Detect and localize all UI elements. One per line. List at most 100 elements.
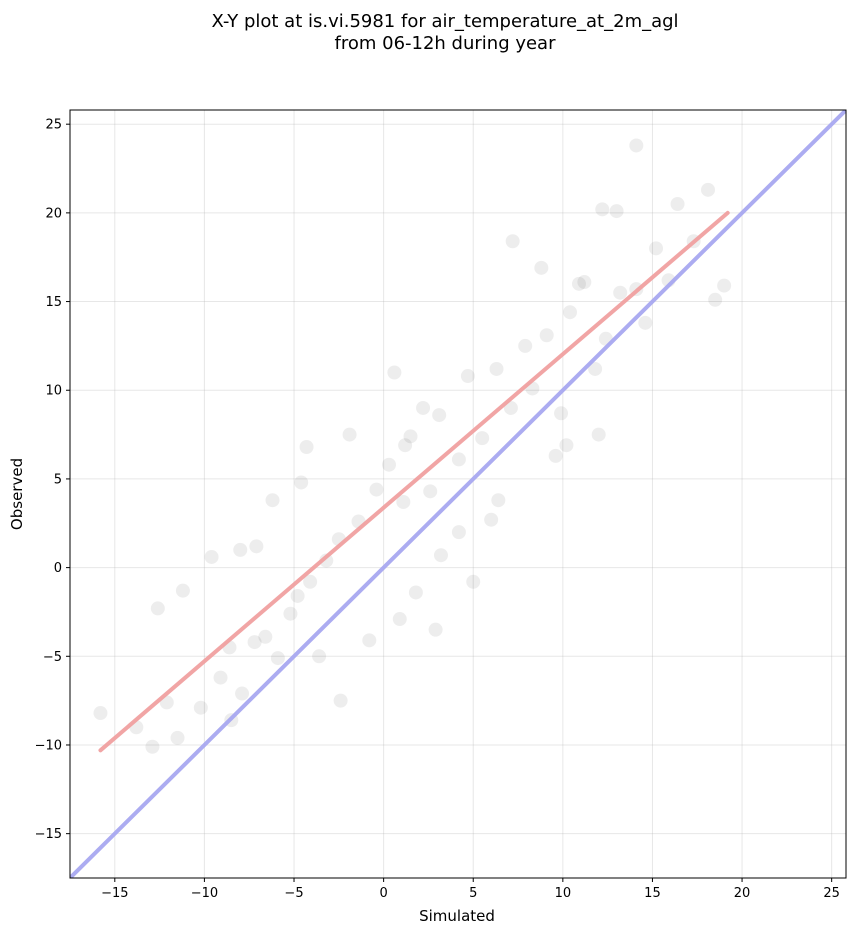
- scatter-point: [204, 549, 219, 564]
- x-tick-label: 10: [555, 886, 572, 901]
- scatter-point: [428, 622, 443, 637]
- y-tick-label: 10: [45, 384, 62, 399]
- x-tick-label: 25: [823, 886, 840, 901]
- scatter-point: [451, 525, 466, 540]
- y-tick-label: −15: [35, 827, 62, 842]
- x-tick-label: −15: [101, 886, 128, 901]
- scatter-point: [503, 400, 518, 415]
- scatter-point: [701, 182, 716, 197]
- scatter-point: [387, 365, 402, 380]
- scatter-point: [649, 241, 664, 256]
- scatter-points: [93, 138, 732, 754]
- scatter-point: [258, 629, 273, 644]
- scatter-point: [312, 649, 327, 664]
- scatter-point: [609, 204, 624, 219]
- scatter-point: [247, 635, 262, 650]
- scatter-point: [595, 202, 610, 217]
- scatter-point: [433, 548, 448, 563]
- reference-lines: [70, 110, 846, 878]
- plot-frame: [69, 109, 847, 879]
- y-axis-ticks: −15 −10 −5 0 5 10 15 20 25: [35, 118, 70, 842]
- y-tick-label: 20: [45, 206, 62, 221]
- scatter-point: [563, 305, 578, 320]
- scatter-point: [588, 361, 603, 376]
- x-tick-label: 15: [644, 886, 661, 901]
- scatter-point: [475, 431, 490, 446]
- scatter-point: [235, 686, 250, 701]
- y-tick-label: −10: [35, 738, 62, 753]
- y-tick-label: 0: [54, 561, 62, 576]
- scatter-point: [629, 138, 644, 153]
- scatter-point: [432, 408, 447, 423]
- scatter-point: [93, 706, 108, 721]
- scatter-point: [369, 482, 384, 497]
- y-axis-label: Observed: [8, 458, 26, 530]
- scatter-point: [333, 693, 348, 708]
- scatter-point: [303, 574, 318, 589]
- grid-lines: [70, 110, 846, 878]
- scatter-point: [299, 439, 314, 454]
- x-tick-label: 20: [734, 886, 751, 901]
- x-tick-label: 5: [469, 886, 477, 901]
- x-tick-label: −10: [191, 886, 218, 901]
- scatter-point: [398, 438, 413, 453]
- scatter-point: [416, 400, 431, 415]
- scatter-point: [717, 278, 732, 293]
- scatter-point: [408, 585, 423, 600]
- scatter-point: [539, 328, 554, 343]
- scatter-point: [396, 494, 411, 509]
- scatter-point: [613, 285, 628, 300]
- scatter-point: [290, 588, 305, 603]
- scatter-point: [577, 275, 592, 290]
- scatter-point: [213, 670, 228, 685]
- scatter-point: [145, 739, 160, 754]
- scatter-point: [270, 651, 285, 666]
- scatter-point: [403, 429, 418, 444]
- scatter-point: [491, 493, 506, 508]
- scatter-point: [150, 601, 165, 616]
- scatter-point: [534, 260, 549, 275]
- chart-subtitle: from 06-12h during year: [335, 33, 557, 54]
- x-tick-label: 0: [379, 886, 387, 901]
- scatter-point: [484, 512, 499, 527]
- scatter-point: [342, 427, 357, 442]
- scatter-point: [265, 493, 280, 508]
- x-tick-label: −5: [284, 886, 303, 901]
- y-tick-label: 25: [45, 118, 62, 133]
- scatter-point: [319, 553, 334, 568]
- scatter-point: [708, 292, 723, 307]
- scatter-point: [283, 606, 298, 621]
- scatter-point: [451, 452, 466, 467]
- scatter-point: [489, 361, 504, 376]
- y-tick-label: −5: [43, 650, 62, 665]
- scatter-point: [571, 276, 586, 291]
- scatter-point: [249, 539, 264, 554]
- scatter-point: [233, 542, 248, 557]
- scatter-point: [554, 406, 569, 421]
- scatter-point: [170, 730, 185, 745]
- scatter-point: [362, 633, 377, 648]
- y-tick-label: 5: [54, 472, 62, 487]
- scatter-point: [518, 338, 533, 353]
- scatter-point: [591, 427, 606, 442]
- scatter-point: [670, 197, 685, 212]
- scatter-point: [505, 234, 520, 249]
- scatter-point: [559, 438, 574, 453]
- x-axis-label: Simulated: [419, 907, 495, 925]
- scatter-point: [392, 612, 407, 627]
- fit-line: [98, 210, 730, 753]
- scatter-point: [175, 583, 190, 598]
- scatter-point: [460, 369, 475, 384]
- scatter-point: [382, 457, 397, 472]
- scatter-point: [294, 475, 309, 490]
- chart-title: X-Y plot at is.vi.5981 for air_temperatu…: [211, 11, 678, 32]
- y-tick-label: 15: [45, 295, 62, 310]
- scatter-point: [638, 315, 653, 330]
- x-axis-ticks: −15 −10 −5 0 5 10 15 20 25: [101, 878, 840, 901]
- identity-line: [70, 110, 846, 878]
- scatter-point: [466, 574, 481, 589]
- scatter-point: [193, 700, 208, 715]
- scatter-point: [548, 448, 563, 463]
- scatter-point: [423, 484, 438, 499]
